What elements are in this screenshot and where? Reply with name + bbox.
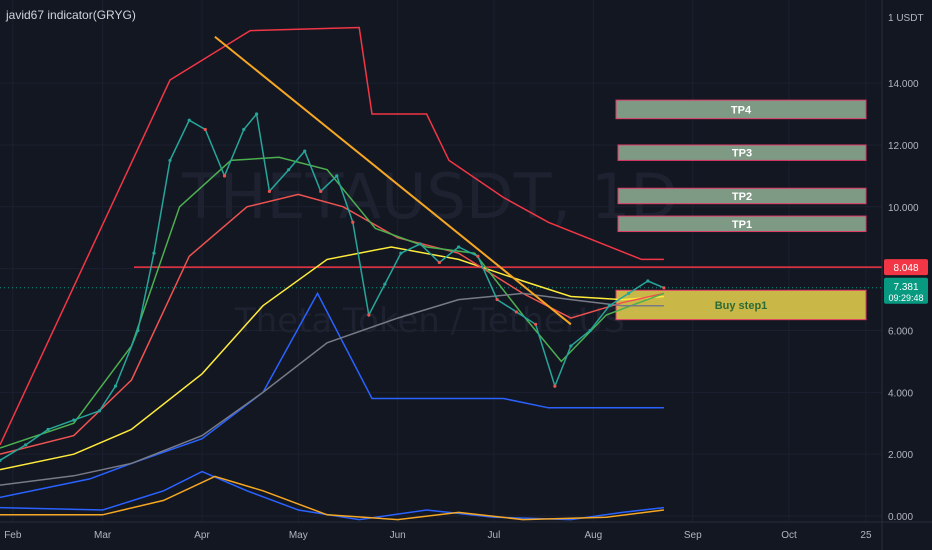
last-price-tag <box>884 277 928 304</box>
time-tick-label: Jul <box>488 530 501 541</box>
price-tick-label: 2.000 <box>888 450 913 461</box>
price-point <box>534 322 538 326</box>
time-axis[interactable]: Feb Mar Apr May Jun Jul Aug Sep Oct 25 <box>4 530 872 541</box>
indicator-title[interactable]: javid67 indicator(GRYG) <box>6 8 136 22</box>
price-tick-label: 0.000 <box>888 512 913 523</box>
price-point <box>476 254 480 258</box>
trend-line <box>214 35 572 326</box>
indicator-series-line <box>0 292 664 486</box>
price-point <box>24 443 28 447</box>
indicator-series-line <box>0 291 664 499</box>
price-point <box>437 260 441 265</box>
price-point <box>267 189 272 193</box>
price-point <box>97 409 102 413</box>
time-tick-label: Feb <box>4 530 22 541</box>
price-point <box>254 112 259 116</box>
indicator-lines <box>0 26 882 499</box>
watermark: THETAUSDT, 1D Theta Token / TetherUS <box>181 160 678 341</box>
target-box-label: TP1 <box>732 219 752 231</box>
oscillator-pane <box>0 470 664 521</box>
price-point <box>588 328 592 333</box>
price-point <box>136 328 140 333</box>
indicator-series-line <box>0 193 665 455</box>
price-point <box>607 304 611 308</box>
price-point <box>367 313 371 317</box>
time-tick-label: May <box>289 530 308 541</box>
price-point <box>113 384 118 388</box>
level-price-label: 8.048 <box>893 263 918 274</box>
price-point <box>514 310 518 314</box>
time-tick-label: Aug <box>584 530 602 541</box>
price-point <box>303 149 307 153</box>
price-point <box>495 297 499 302</box>
price-point <box>383 282 387 286</box>
price-tick-label: 6.000 <box>888 326 913 337</box>
price-point <box>287 168 291 172</box>
price-point <box>457 245 461 249</box>
price-point <box>72 418 76 422</box>
time-tick-label: Apr <box>194 530 210 541</box>
indicator-series-line <box>0 246 664 471</box>
last-price-label: 7.381 <box>893 282 918 293</box>
target-box-label: TP4 <box>731 104 752 116</box>
price-point <box>418 242 422 246</box>
target-box-label: TP2 <box>732 191 752 203</box>
price-point <box>152 251 156 255</box>
target-box <box>617 187 867 205</box>
price-point <box>646 279 650 283</box>
price-tick-label: 12.000 <box>888 141 919 152</box>
currency-label: 1 USDT <box>888 13 924 24</box>
price-point <box>399 251 403 255</box>
price-point <box>168 158 172 163</box>
price-point <box>222 174 227 178</box>
price-point <box>553 384 557 388</box>
time-tick-label: 25 <box>860 530 872 541</box>
price-point <box>569 344 573 348</box>
watermark-symbol: THETAUSDT, 1D <box>181 160 678 233</box>
price-point <box>187 118 191 122</box>
price-point <box>335 174 339 178</box>
price-point <box>319 189 323 193</box>
price-tick-label: 10.000 <box>888 203 919 214</box>
target-box <box>617 144 867 161</box>
price-point <box>662 286 666 290</box>
level-price-tag <box>884 259 928 276</box>
countdown-label: 09:29:48 <box>888 293 923 303</box>
price-point <box>46 427 50 432</box>
price-tick-label: 4.000 <box>888 388 913 399</box>
time-tick-label: Mar <box>94 530 112 541</box>
oscillator-line <box>0 470 664 521</box>
target-box <box>617 215 867 233</box>
target-box-label: TP3 <box>732 148 752 160</box>
target-box <box>615 99 867 120</box>
price-point <box>351 220 355 224</box>
target-boxes: TP4 TP3 TP2 TP1 Buy step1 <box>615 99 867 321</box>
time-tick-label: Sep <box>684 530 702 541</box>
indicator-series-line <box>0 26 664 446</box>
price-tick-label: 14.000 <box>888 79 919 90</box>
price-point <box>627 291 631 295</box>
price-point <box>242 127 246 132</box>
oscillator-line <box>0 475 664 521</box>
time-tick-label: Oct <box>781 530 797 541</box>
target-box-label: Buy step1 <box>715 300 768 312</box>
price-point <box>203 127 207 132</box>
price-point <box>0 458 2 462</box>
time-tick-label: Jun <box>390 530 406 541</box>
